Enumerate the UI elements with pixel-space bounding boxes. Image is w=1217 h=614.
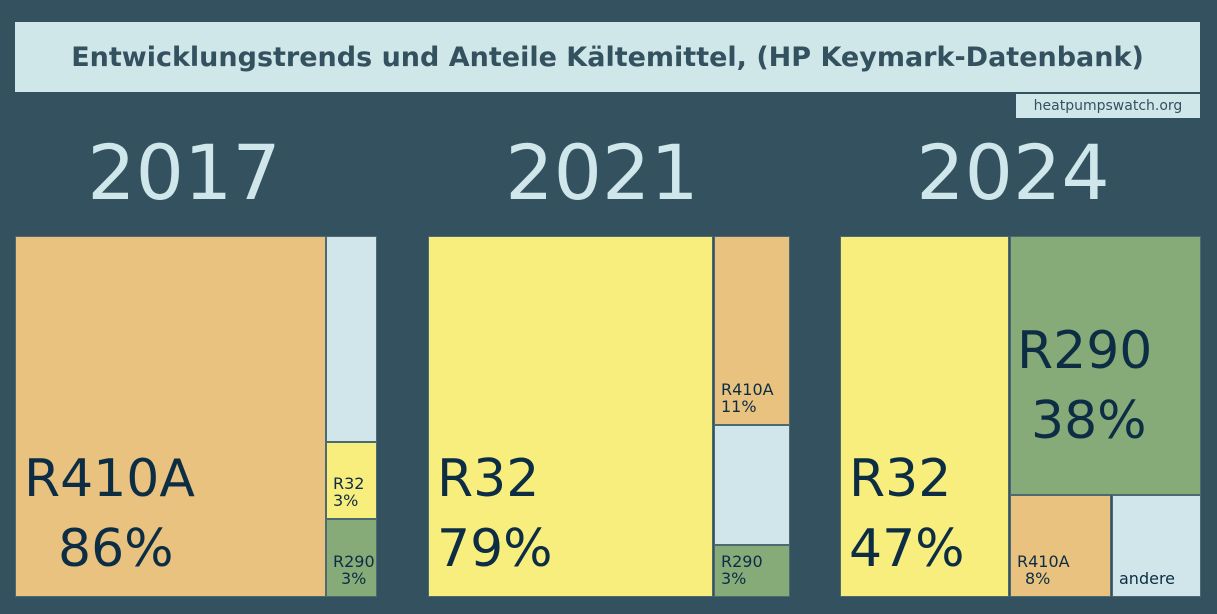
treemap-tile-r32: R32 79% <box>428 236 713 597</box>
treemap-tile-andere: andere <box>1112 495 1201 597</box>
tile-name: R32 <box>333 474 365 494</box>
tile-value: 8% <box>1025 569 1051 589</box>
treemap-tile-andere <box>714 425 790 545</box>
tile-name: R290 <box>333 552 375 572</box>
tile-label: R290 38% <box>1017 316 1152 456</box>
tile-label: andere <box>1119 569 1176 589</box>
tile-value: andere <box>1119 569 1176 589</box>
treemap-tile-r290: R290 3% <box>326 519 377 597</box>
tile-value: 86% <box>58 518 174 579</box>
tile-value: 3% <box>341 569 367 589</box>
treemap-tile-andere <box>326 236 377 442</box>
tile-label: R290 3% <box>721 554 763 588</box>
tile-value: 47% <box>849 518 965 579</box>
tile-name: R410A <box>721 380 774 400</box>
treemap-tile-r410a: R410A 86% <box>15 236 326 597</box>
tile-label: R410A 8% <box>1017 554 1070 588</box>
tile-label: R290 3% <box>333 554 375 588</box>
treemap-tile-r32: R32 47% <box>840 236 1009 597</box>
tile-label: R32 79% <box>437 444 553 584</box>
year-label: 2024 <box>916 128 1110 217</box>
source-label: heatpumpswatch.org <box>1016 94 1200 118</box>
tile-label: R410A 86% <box>24 444 195 584</box>
tile-value: 11% <box>721 397 757 417</box>
tile-name: R32 <box>437 448 540 509</box>
treemap-tile-r290: R290 3% <box>714 545 790 597</box>
tile-name: R32 <box>849 448 952 509</box>
tile-value: 3% <box>333 491 359 511</box>
year-label: 2017 <box>87 128 281 217</box>
chart-title: Entwicklungstrends und Anteile Kältemitt… <box>15 22 1200 92</box>
treemap-tile-r410a: R410A 8% <box>1010 495 1111 597</box>
treemap-tile-r290: R290 38% <box>1010 236 1201 495</box>
tile-value: 3% <box>721 569 747 589</box>
treemap-tile-r32: R32 3% <box>326 442 377 519</box>
tile-name: R410A <box>1017 552 1070 572</box>
tile-value: 79% <box>437 518 553 579</box>
treemap-tile-r410a: R410A 11% <box>714 236 790 425</box>
year-label: 2021 <box>505 128 699 217</box>
tile-value: 38% <box>1031 390 1147 451</box>
tile-name: R290 <box>721 552 763 572</box>
tile-label: R32 3% <box>333 476 364 510</box>
tile-label: R410A 11% <box>721 382 774 416</box>
tile-name: R410A <box>24 448 195 509</box>
tile-name: R290 <box>1017 320 1153 381</box>
tile-label: R32 47% <box>849 444 965 584</box>
